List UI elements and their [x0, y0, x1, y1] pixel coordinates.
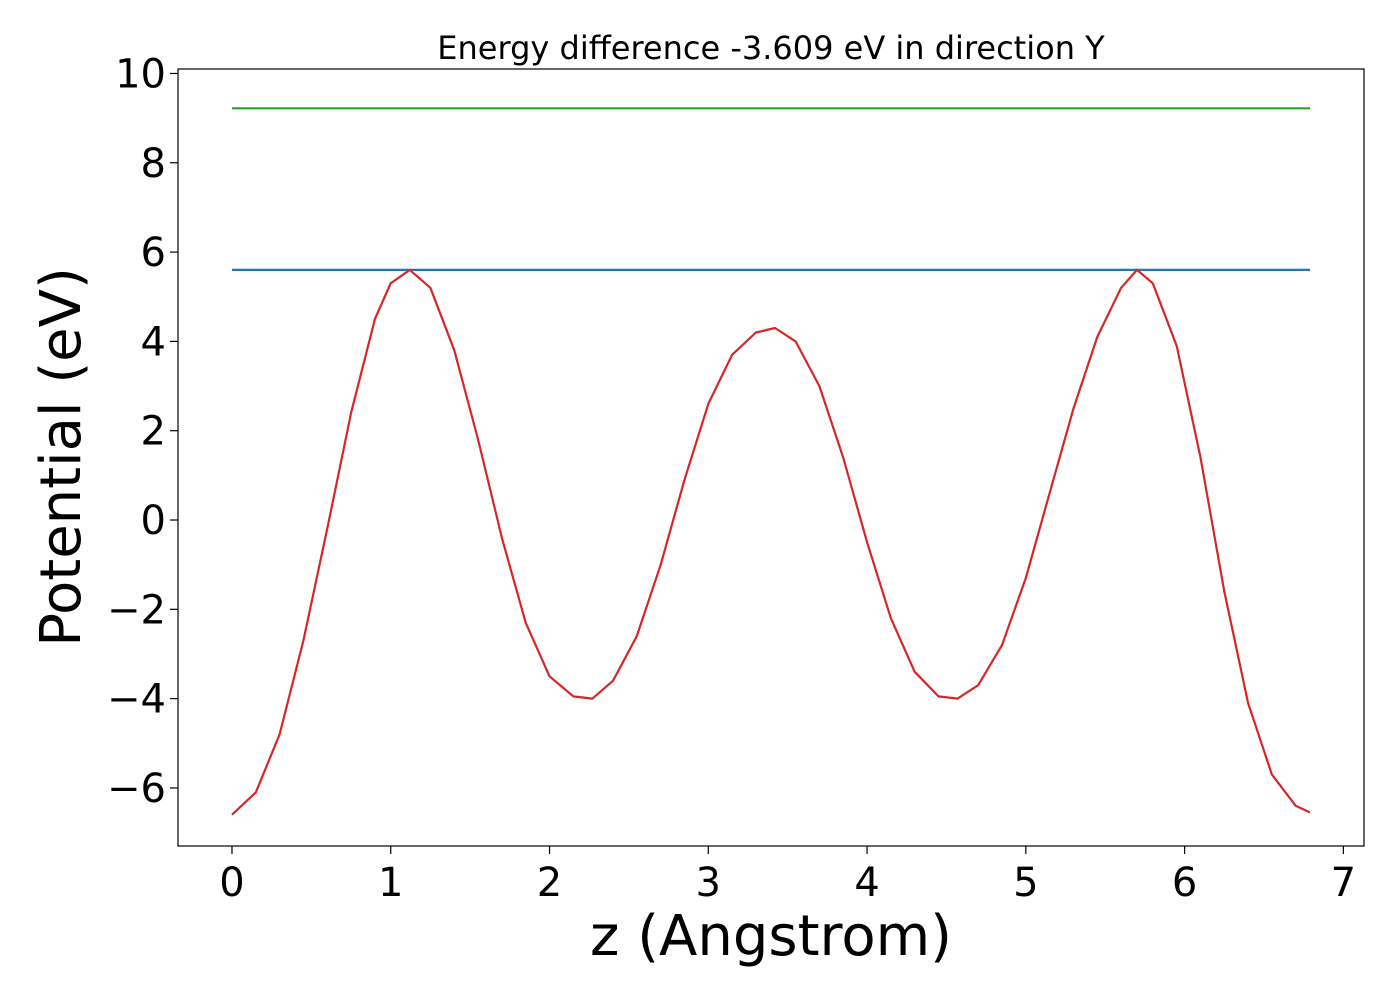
- x-tick-label: 2: [537, 860, 562, 906]
- series-line-2: [231, 268, 1311, 816]
- y-axis-ticks: −6 −4 −2 0 2 4 6 8 10: [107, 51, 178, 812]
- x-tick-label: 6: [1172, 860, 1197, 906]
- x-tick-label: 4: [854, 860, 879, 906]
- y-tick-label: 4: [141, 319, 166, 365]
- x-tick-label: 7: [1331, 860, 1356, 906]
- y-tick-label: 8: [141, 141, 166, 187]
- x-tick-label: 0: [219, 860, 244, 906]
- y-tick-label: −2: [107, 587, 166, 633]
- y-tick-label: −4: [107, 677, 166, 723]
- x-axis-ticks: 0 1 2 3 4 5 6 7: [219, 846, 1356, 906]
- y-tick-label: 2: [141, 409, 166, 455]
- y-tick-label: 0: [141, 498, 166, 544]
- x-tick-label: 1: [378, 860, 403, 906]
- x-axis-label: z (Angstrom): [590, 904, 952, 969]
- chart-title: Energy difference -3.609 eV in direction…: [437, 29, 1105, 67]
- x-tick-label: 5: [1013, 860, 1038, 906]
- plot-area-frame: [177, 68, 1365, 847]
- y-axis-label: Potential (eV): [29, 267, 94, 647]
- x-tick-label: 3: [696, 860, 721, 906]
- y-tick-label: 10: [115, 51, 166, 97]
- y-tick-label: 6: [141, 230, 166, 276]
- series-layer: [231, 107, 1311, 816]
- y-tick-label: −6: [107, 766, 166, 812]
